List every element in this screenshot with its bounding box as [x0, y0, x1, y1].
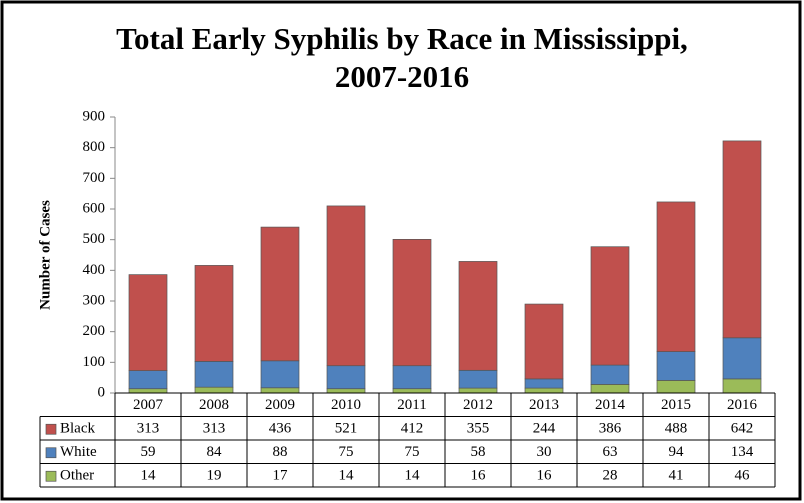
table-value: 134 — [731, 444, 754, 460]
bar-segment — [194, 265, 234, 362]
legend-label: White — [60, 444, 97, 460]
x-tick-label: 2009 — [265, 397, 295, 413]
y-tick-label: 100 — [83, 354, 106, 370]
table-value: 412 — [401, 421, 424, 437]
bar-segment — [458, 261, 498, 371]
table-value: 386 — [599, 421, 622, 437]
bar-segment — [524, 387, 564, 394]
table-value: 63 — [603, 444, 618, 460]
bar-segment — [656, 201, 696, 352]
y-tick-label: 700 — [83, 170, 106, 186]
bar-segment — [128, 370, 168, 390]
bar-segment — [326, 365, 366, 390]
bar-segment — [722, 337, 762, 380]
bar-segment — [458, 387, 498, 394]
table-value: 16 — [537, 468, 553, 484]
bar-segment — [128, 274, 168, 371]
table-value: 488 — [665, 421, 688, 437]
x-tick-label: 2013 — [529, 397, 559, 413]
legend-key — [45, 470, 57, 482]
bar-segment — [722, 378, 762, 394]
bar-segment — [326, 388, 366, 394]
x-tick-label: 2008 — [199, 397, 229, 413]
bar-segment — [524, 303, 564, 380]
bar-segment — [722, 140, 762, 339]
x-tick-label: 2016 — [727, 397, 758, 413]
bar-segment — [458, 369, 498, 389]
bar-segment — [590, 384, 630, 394]
table-value: 17 — [273, 468, 289, 484]
y-tick-label: 500 — [83, 231, 106, 247]
table-value: 642 — [731, 421, 754, 437]
bar-segment — [590, 364, 630, 385]
bar-segment — [590, 246, 630, 366]
table-value: 14 — [141, 468, 157, 484]
chart-title: Total Early Syphilis by Race in Mississi… — [116, 21, 688, 94]
table-value: 14 — [339, 468, 355, 484]
bar-segment — [392, 239, 432, 367]
table-value: 521 — [335, 421, 358, 437]
y-axis-label: Number of Cases — [37, 200, 53, 310]
y-tick-label: 200 — [83, 323, 106, 339]
bar-segment — [194, 361, 234, 388]
bar-segment — [260, 226, 300, 362]
y-tick-label: 400 — [83, 262, 106, 278]
y-tick-label: 900 — [83, 108, 106, 124]
bar-segment — [656, 351, 696, 381]
table-value: 19 — [207, 468, 222, 484]
bar-segment — [326, 205, 366, 367]
legend-label: Black — [60, 421, 95, 437]
legend-key — [45, 423, 57, 435]
y-tick-label: 600 — [83, 200, 106, 216]
x-tick-label: 2010 — [331, 397, 361, 413]
table-value: 355 — [467, 421, 490, 437]
bar-segment — [260, 360, 300, 389]
bar-segment — [524, 378, 564, 389]
x-tick-label: 2015 — [661, 397, 691, 413]
bar-segment — [656, 380, 696, 394]
table-value: 313 — [203, 421, 226, 437]
x-tick-label: 2011 — [397, 397, 426, 413]
table-value: 313 — [137, 421, 160, 437]
x-tick-label: 2014 — [595, 397, 626, 413]
legend-label: Other — [60, 468, 94, 484]
table-value: 59 — [141, 444, 156, 460]
table-value: 436 — [269, 421, 292, 437]
table-value: 46 — [735, 468, 751, 484]
bar-segment — [194, 386, 234, 394]
table-value: 16 — [471, 468, 487, 484]
table-value: 41 — [669, 468, 684, 484]
table-value: 244 — [533, 421, 556, 437]
legend-key — [45, 447, 57, 459]
bar-segment — [392, 365, 432, 390]
table-value: 75 — [405, 444, 420, 460]
table-value: 75 — [339, 444, 354, 460]
x-tick-label: 2007 — [133, 397, 164, 413]
bar-segment — [128, 388, 168, 394]
table-value: 14 — [405, 468, 421, 484]
table-value: 88 — [273, 444, 288, 460]
y-tick-label: 0 — [98, 384, 106, 400]
y-tick-label: 800 — [83, 139, 106, 155]
bar-segment — [260, 387, 300, 394]
x-tick-label: 2012 — [463, 397, 493, 413]
table-value: 94 — [669, 444, 685, 460]
y-tick-label: 300 — [83, 292, 106, 308]
table-value: 84 — [207, 444, 223, 460]
table-value: 58 — [471, 444, 486, 460]
table-value: 30 — [537, 444, 552, 460]
table-value: 28 — [603, 468, 618, 484]
bar-segment — [392, 388, 432, 394]
